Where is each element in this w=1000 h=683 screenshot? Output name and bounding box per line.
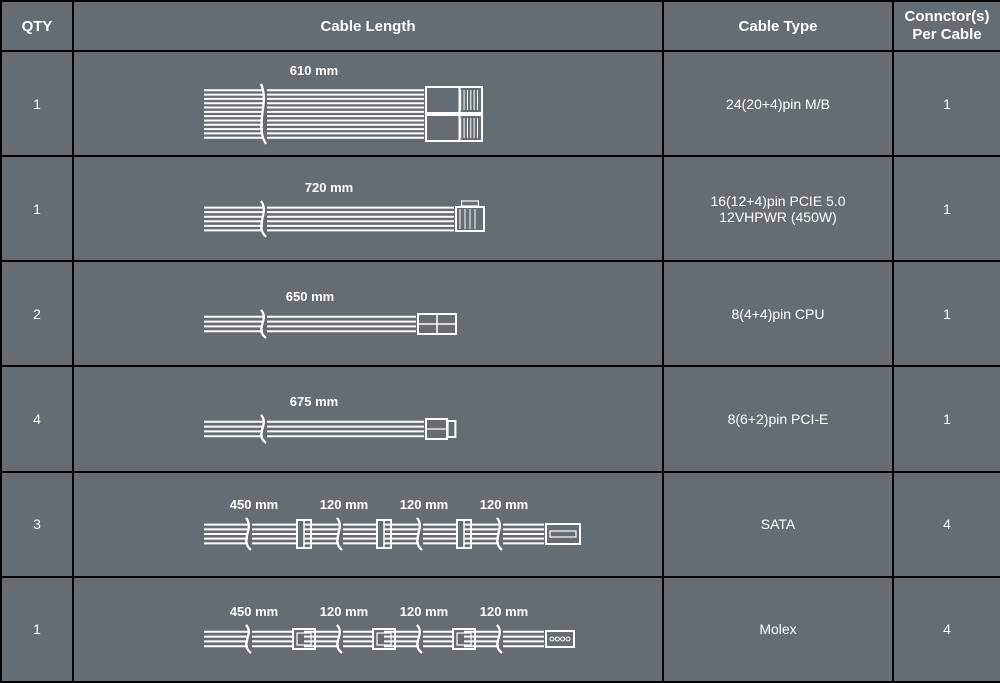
table-row: 1 720 mm 16(12+4)pin PCIE 5.012VHPWR (450W…: [1, 156, 1000, 261]
cable-diagram-svg: [204, 517, 628, 551]
cell-qty: 1: [1, 577, 73, 682]
type-line: 12VHPWR (450W): [664, 209, 892, 225]
table-row: 1 450 mm 120 mm 120 mm 120 mm Molex4: [1, 577, 1000, 682]
cell-qty: 4: [1, 366, 73, 471]
table-row: 4 675 mm 8(6+2)pin PCI-E1: [1, 366, 1000, 471]
cable-spec-table: QTY Cable Length Cable Type Connctor(s) …: [0, 0, 1000, 683]
hdr-type: Cable Type: [663, 1, 893, 51]
cell-connectors: 4: [893, 577, 1000, 682]
segment-length-label: 120 mm: [320, 604, 368, 619]
type-line: 16(12+4)pin PCIE 5.0: [664, 193, 892, 209]
cell-qty: 3: [1, 472, 73, 577]
cell-connectors: 1: [893, 156, 1000, 261]
cell-type: 24(20+4)pin M/B: [663, 51, 893, 156]
table-row: 1610 mm24(20+4)pin M/B1: [1, 51, 1000, 156]
segment-length-label: 450 mm: [230, 604, 278, 619]
cell-type: 8(4+4)pin CPU: [663, 261, 893, 366]
table-row: 3 450 mm 120 mm 120 mm 120 mm SATA4: [1, 472, 1000, 577]
segment-length-label: 120 mm: [320, 497, 368, 512]
cell-cable-diagram: 450 mm 120 mm 120 mm 120 mm: [73, 577, 663, 682]
cell-cable-diagram: 675 mm: [73, 366, 663, 471]
cable-diagram-svg: [204, 83, 550, 145]
cell-connectors: 1: [893, 51, 1000, 156]
segment-length-label: 675 mm: [290, 394, 338, 409]
cell-connectors: 1: [893, 261, 1000, 366]
header-row: QTY Cable Length Cable Type Connctor(s) …: [1, 1, 1000, 51]
segment-length-label: 120 mm: [480, 497, 528, 512]
cable-diagram-svg: [204, 200, 522, 238]
cell-connectors: 1: [893, 366, 1000, 471]
cell-qty: 1: [1, 51, 73, 156]
segment-length-label: 120 mm: [480, 604, 528, 619]
cell-cable-diagram: 450 mm 120 mm 120 mm 120 mm: [73, 472, 663, 577]
segment-length-label: 720 mm: [305, 180, 353, 195]
cell-qty: 1: [1, 156, 73, 261]
cable-diagram-svg: [204, 624, 622, 654]
segment-length-label: 120 mm: [400, 604, 448, 619]
cell-type: 8(6+2)pin PCI-E: [663, 366, 893, 471]
cell-type: 16(12+4)pin PCIE 5.012VHPWR (450W): [663, 156, 893, 261]
segment-length-label: 120 mm: [400, 497, 448, 512]
segment-length-label: 650 mm: [286, 289, 334, 304]
hdr-conn-l1: Connctor(s): [894, 8, 1000, 26]
hdr-qty: QTY: [1, 1, 73, 51]
hdr-conn: Connctor(s) Per Cable: [893, 1, 1000, 51]
cell-qty: 2: [1, 261, 73, 366]
hdr-length: Cable Length: [73, 1, 663, 51]
segment-length-label: 610 mm: [290, 63, 338, 78]
hdr-conn-l2: Per Cable: [894, 26, 1000, 44]
cell-type: Molex: [663, 577, 893, 682]
cable-diagram-svg: [204, 414, 496, 444]
table-row: 2 650 mm 8(4+4)pin CPU1: [1, 261, 1000, 366]
cable-diagram-svg: [204, 309, 504, 339]
segment-length-label: 450 mm: [230, 497, 278, 512]
cell-cable-diagram: 610 mm: [73, 51, 663, 156]
cell-connectors: 4: [893, 472, 1000, 577]
cell-type: SATA: [663, 472, 893, 577]
cell-cable-diagram: 650 mm: [73, 261, 663, 366]
cell-cable-diagram: 720 mm: [73, 156, 663, 261]
